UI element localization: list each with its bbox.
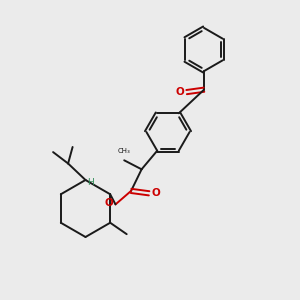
Text: CH₃: CH₃ [118,148,130,154]
Text: H: H [88,178,94,187]
Text: O: O [151,188,160,198]
Text: O: O [104,198,113,208]
Text: O: O [176,87,184,97]
